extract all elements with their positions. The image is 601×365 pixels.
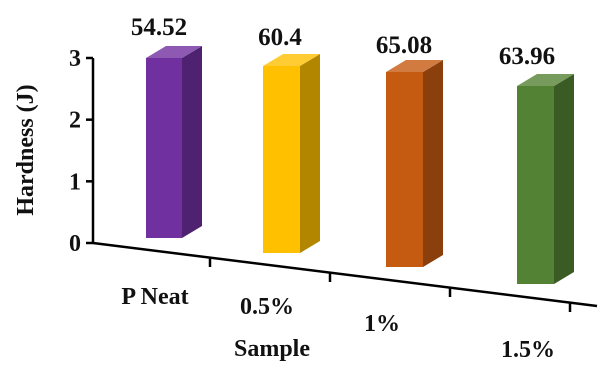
- bar-side-face: [182, 46, 202, 238]
- bar-top-face: [386, 60, 443, 72]
- y-axis-ticks: 0 1 2 3: [69, 46, 93, 257]
- category-label: 1%: [364, 311, 400, 337]
- bar: [146, 46, 202, 238]
- bar-top-face: [146, 46, 202, 58]
- bar-side-face: [554, 74, 574, 284]
- x-axis-title: Sample: [234, 336, 310, 362]
- bars: [146, 46, 574, 284]
- bar-front-face: [517, 86, 554, 284]
- y-tick-label: 1: [69, 169, 81, 195]
- bar-value-label: 65.08: [376, 32, 432, 59]
- bar-front-face: [386, 72, 423, 267]
- chart-axes: [91, 58, 598, 308]
- bar-top-face: [263, 54, 320, 66]
- bar-top-face: [517, 74, 574, 86]
- bar: [263, 54, 320, 253]
- bar-value-label: 54.52: [131, 14, 187, 41]
- y-axis-title: Hardness (J): [13, 84, 39, 215]
- x-axis-ticks: [208, 258, 572, 312]
- bar: [517, 74, 574, 284]
- bar-front-face: [263, 66, 300, 253]
- category-label: P Neat: [121, 284, 188, 310]
- category-label: 1.5%: [501, 337, 555, 363]
- x-axis-line: [92, 241, 598, 308]
- bar-value-label: 63.96: [499, 43, 555, 70]
- category-labels: P Neat 0.5% 1% 1.5%: [121, 284, 555, 363]
- category-label: 0.5%: [240, 294, 294, 320]
- bar-front-face: [146, 58, 182, 238]
- y-tick-label: 2: [69, 108, 81, 134]
- bar-side-face: [423, 60, 443, 267]
- bar-side-face: [300, 54, 320, 253]
- y-tick-label: 3: [69, 46, 81, 72]
- bar-value-label: 60.4: [258, 24, 302, 51]
- value-labels: 54.52 60.4 65.08 63.96: [131, 14, 555, 70]
- y-tick-label: 0: [69, 231, 81, 257]
- bar: [386, 60, 443, 267]
